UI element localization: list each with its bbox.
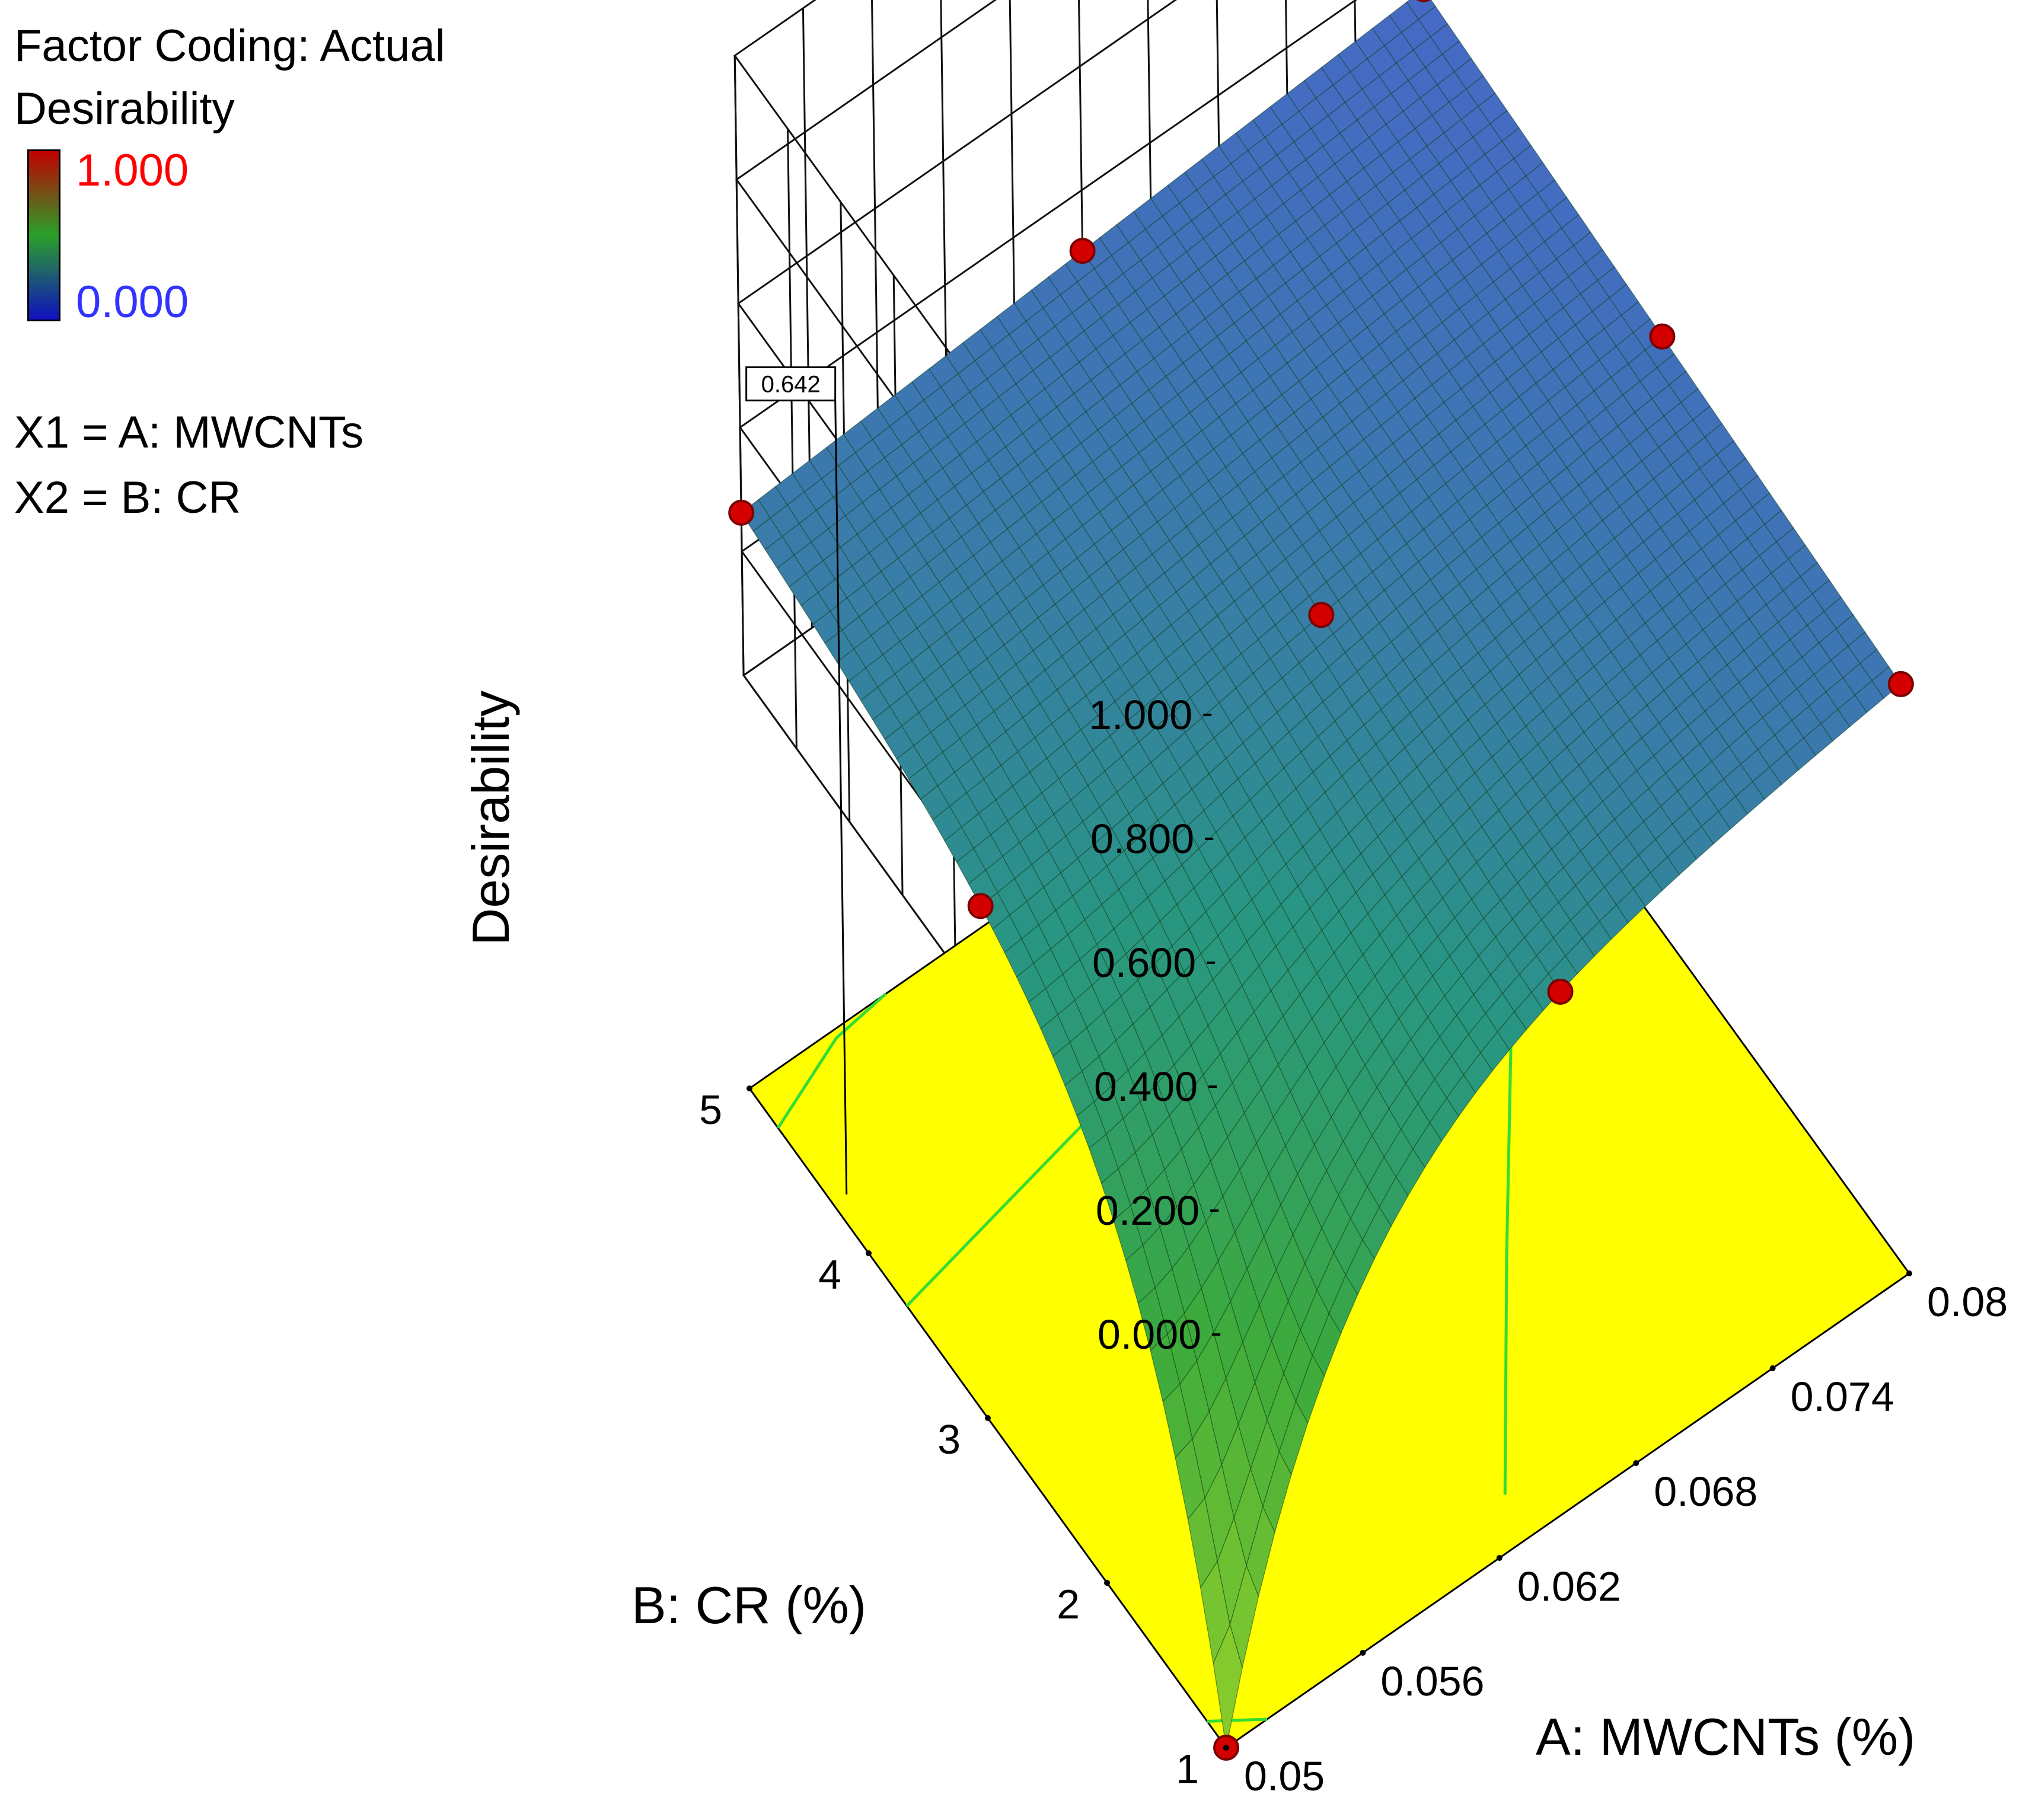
x-tick-label: 0.062 xyxy=(1517,1563,1621,1610)
design-point xyxy=(967,893,994,919)
flag-pole xyxy=(834,400,848,1195)
x-axis-title: A: MWCNTs (%) xyxy=(1536,1707,1915,1766)
response-surface xyxy=(741,0,1902,1748)
design-point xyxy=(1308,602,1335,628)
design-point xyxy=(1887,670,1914,697)
y-tick-label: 3 xyxy=(937,1416,961,1463)
flag-box xyxy=(745,366,837,402)
x-tick-label: 0.056 xyxy=(1380,1658,1484,1704)
flag-label: 0.642 xyxy=(761,372,821,398)
factor-coding-label: Factor Coding: Actual xyxy=(14,21,445,71)
y-tick-label: 4 xyxy=(818,1251,841,1298)
x-tick-label: 0.08 xyxy=(1927,1279,2008,1325)
color-ramp-bar xyxy=(27,149,60,321)
x1-definition: X1 = A: MWCNTs xyxy=(14,407,364,458)
surface-cell xyxy=(1213,1623,1243,1748)
y-tick xyxy=(747,1085,752,1091)
axis-labels: Desirability A: MWCNTs (%) B: CR (%) xyxy=(461,691,1915,1766)
x2-definition: X2 = B: CR xyxy=(14,472,241,523)
grid-line xyxy=(733,55,745,676)
design-point xyxy=(1649,323,1676,350)
y-tick xyxy=(1223,1745,1229,1751)
design-point xyxy=(1547,978,1574,1005)
z-tick-label: 0.000 xyxy=(1098,1311,1201,1358)
y-tick xyxy=(866,1250,872,1256)
x-tick xyxy=(1769,1365,1776,1371)
ramp-min-label: 0.000 xyxy=(76,277,189,327)
x-tick xyxy=(1360,1650,1366,1656)
contour-line xyxy=(777,992,888,1129)
z-tick-label: 0.200 xyxy=(1096,1187,1200,1234)
flag-group: 0.642 xyxy=(745,366,848,1195)
x-tick-label: 0.05 xyxy=(1244,1753,1325,1799)
grid-line xyxy=(787,129,798,749)
y-tick xyxy=(1104,1580,1110,1586)
y-tick xyxy=(985,1415,991,1421)
z-tick-label: 0.600 xyxy=(1092,940,1196,986)
x-tick xyxy=(1496,1555,1503,1561)
ramp-max-label: 1.000 xyxy=(76,145,189,196)
x-tick-label: 0.074 xyxy=(1791,1374,1894,1420)
y-tick-label: 1 xyxy=(1176,1746,1199,1792)
y-tick-label: 5 xyxy=(699,1087,722,1133)
z-tick-label: 1.000 xyxy=(1089,692,1192,738)
design-point xyxy=(1069,238,1096,264)
contour-line xyxy=(1207,1717,1268,1723)
z-tick-label: 0.400 xyxy=(1094,1064,1198,1110)
design-points xyxy=(728,0,1914,1761)
x-tick xyxy=(1633,1460,1639,1466)
x-tick-label: 0.068 xyxy=(1654,1468,1757,1515)
design-point xyxy=(728,499,755,526)
z-tick-label: 0.800 xyxy=(1090,816,1194,862)
x-tick xyxy=(1906,1270,1912,1276)
legend-response-name: Desirability xyxy=(14,84,235,134)
z-axis-title: Desirability xyxy=(461,691,520,946)
axis-ticks: 0.000 0.200 0.400 0.600 0.800 1.000 0.05 0.056 0… xyxy=(699,692,2008,1799)
y-axis-title: B: CR (%) xyxy=(631,1576,866,1634)
design-point xyxy=(1416,0,1431,2)
y-tick-label: 2 xyxy=(1057,1581,1080,1627)
